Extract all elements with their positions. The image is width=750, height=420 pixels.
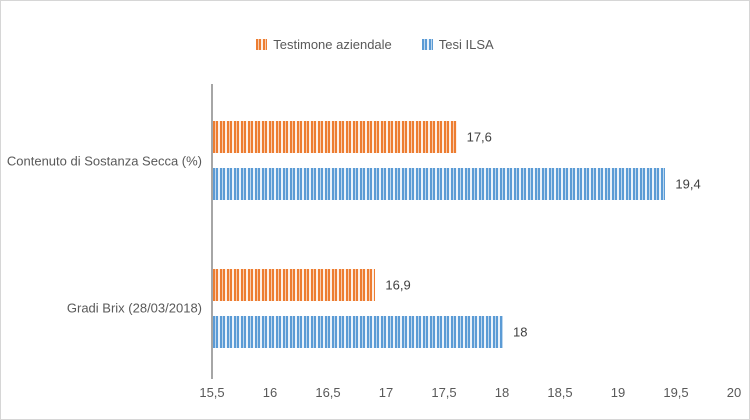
x-tick-label-9: 20: [726, 385, 742, 400]
legend-label-tesi-ilsa: Tesi ILSA: [438, 37, 494, 52]
legend: Testimone aziendale Tesi ILSA: [1, 37, 749, 52]
legend-marker-tesi-ilsa-icon: [421, 39, 433, 50]
x-tick-label-4: 17,5: [431, 385, 457, 400]
bar-value-label: 16,9: [385, 277, 411, 292]
bar-tesi-ilsa-cat1: [213, 315, 503, 348]
bar-value-label: 18: [513, 324, 528, 339]
category-label-1: Gradi Brix (28/03/2018): [66, 300, 202, 316]
x-tick-label-1: 16: [262, 385, 278, 400]
plot-area: 17,6 19,4 16,9 18: [211, 84, 734, 379]
bar-testimone-cat1: [213, 268, 376, 301]
bar-testimone-cat0: [213, 121, 457, 153]
bar-tesi-ilsa-cat0: [213, 168, 666, 200]
x-tick-label-3: 17: [378, 385, 394, 400]
category-axis-line: [211, 84, 213, 379]
category-label-0: Contenuto di Sostanza Secca (%): [6, 153, 202, 168]
x-tick-label-8: 19,5: [663, 385, 689, 400]
bar-value-label: 17,6: [466, 129, 492, 145]
legend-label-testimone: Testimone aziendale: [273, 37, 392, 52]
legend-item-testimone: Testimone aziendale: [256, 37, 392, 52]
x-tick-label-2: 16,5: [315, 385, 341, 400]
x-tick-label-0: 15,5: [199, 385, 225, 400]
legend-marker-testimone-icon: [256, 39, 268, 50]
x-tick-label-7: 19: [610, 385, 626, 400]
bar-value-label: 19,4: [675, 176, 701, 192]
legend-item-tesi-ilsa: Tesi ILSA: [421, 37, 494, 52]
x-tick-label-6: 18,5: [547, 385, 573, 400]
x-tick-label-5: 18: [494, 385, 510, 400]
